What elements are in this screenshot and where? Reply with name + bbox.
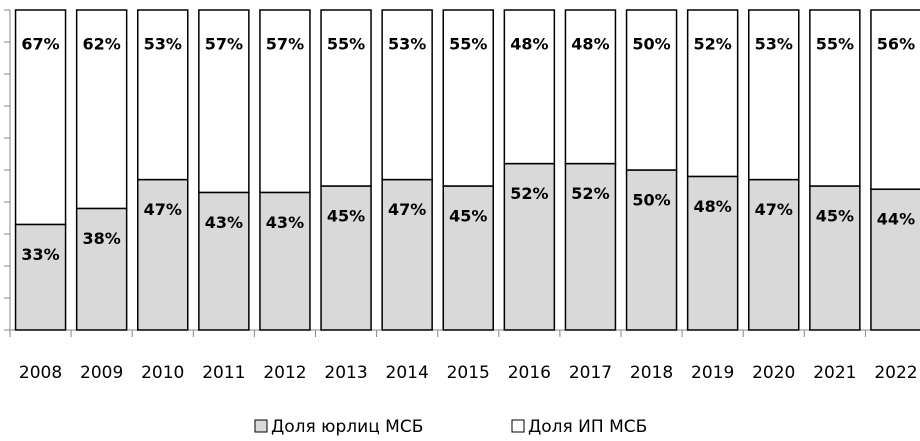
x-tick-label: 2011 [202, 363, 245, 383]
bar-segment [503, 9, 556, 165]
data-label: 48% [510, 35, 548, 54]
data-label: 52% [694, 35, 732, 54]
x-tick-label: 2017 [569, 363, 612, 383]
bar-segment [809, 185, 861, 331]
bar-segment [748, 9, 800, 181]
data-label: 62% [83, 35, 121, 54]
data-label: 53% [388, 35, 426, 54]
bar-segment [809, 9, 861, 187]
bar-segment [748, 178, 800, 331]
legend-label: Доля юрлиц МСБ [271, 417, 423, 437]
legend-swatch [254, 419, 268, 433]
data-label: 57% [266, 35, 304, 54]
data-label: 48% [694, 197, 732, 216]
legend-swatch [511, 419, 525, 433]
data-label: 53% [144, 35, 182, 54]
x-tick-label: 2020 [752, 363, 795, 383]
bar-segment [442, 9, 494, 187]
data-label: 38% [83, 229, 121, 248]
x-tick-label: 2019 [691, 363, 734, 383]
data-label: 55% [327, 35, 365, 54]
data-label: 43% [266, 213, 304, 232]
data-label: 57% [205, 35, 243, 54]
data-label: 55% [449, 35, 487, 54]
data-label: 67% [21, 35, 59, 54]
data-label: 50% [632, 35, 670, 54]
bar-segment [564, 9, 617, 165]
x-tick-label: 2016 [508, 363, 551, 383]
data-label: 52% [510, 184, 548, 203]
data-label: 56% [877, 35, 915, 54]
x-tick-label: 2014 [386, 363, 429, 383]
data-label: 52% [571, 184, 609, 203]
data-label: 53% [755, 35, 793, 54]
data-label: 50% [632, 191, 670, 210]
bar-segment [259, 191, 311, 331]
bar-segment [870, 9, 920, 190]
bar-segment [198, 191, 250, 331]
x-tick-label: 2012 [263, 363, 306, 383]
bar-segment [75, 207, 128, 331]
bar-segment [381, 178, 433, 331]
data-label: 33% [21, 245, 59, 264]
bar-segment [259, 9, 311, 194]
bar-segment [198, 9, 250, 194]
x-tick-label: 2009 [80, 363, 123, 383]
bar-segment [14, 223, 67, 331]
bar-segment [503, 162, 556, 331]
legend-label: Доля ИП МСБ [528, 417, 647, 437]
data-label: 55% [816, 35, 854, 54]
data-label: 44% [877, 210, 915, 229]
bar-segment [137, 9, 189, 181]
bar-segment [75, 9, 128, 210]
x-tick-label: 2021 [813, 363, 856, 383]
data-label: 45% [327, 207, 365, 226]
data-label: 45% [449, 207, 487, 226]
bar-segment [870, 188, 920, 331]
bar-segment [625, 169, 678, 331]
bar-segment [686, 175, 739, 331]
x-tick-label: 2010 [141, 363, 184, 383]
x-tick-label: 2022 [874, 363, 917, 383]
bar-segment [381, 9, 433, 181]
data-label: 47% [144, 200, 182, 219]
x-tick-label: 2018 [630, 363, 673, 383]
data-label: 47% [755, 200, 793, 219]
x-tick-label: 2013 [324, 363, 367, 383]
x-tick-label: 2008 [19, 363, 62, 383]
data-label: 48% [571, 35, 609, 54]
data-label: 43% [205, 213, 243, 232]
data-label: 47% [388, 200, 426, 219]
x-tick-label: 2015 [447, 363, 490, 383]
bar-segment [625, 9, 678, 171]
bar-segment [320, 9, 372, 187]
bar-segment [14, 9, 67, 226]
bar-segment [137, 178, 189, 331]
data-label: 45% [816, 207, 854, 226]
bar-segment [686, 9, 739, 178]
